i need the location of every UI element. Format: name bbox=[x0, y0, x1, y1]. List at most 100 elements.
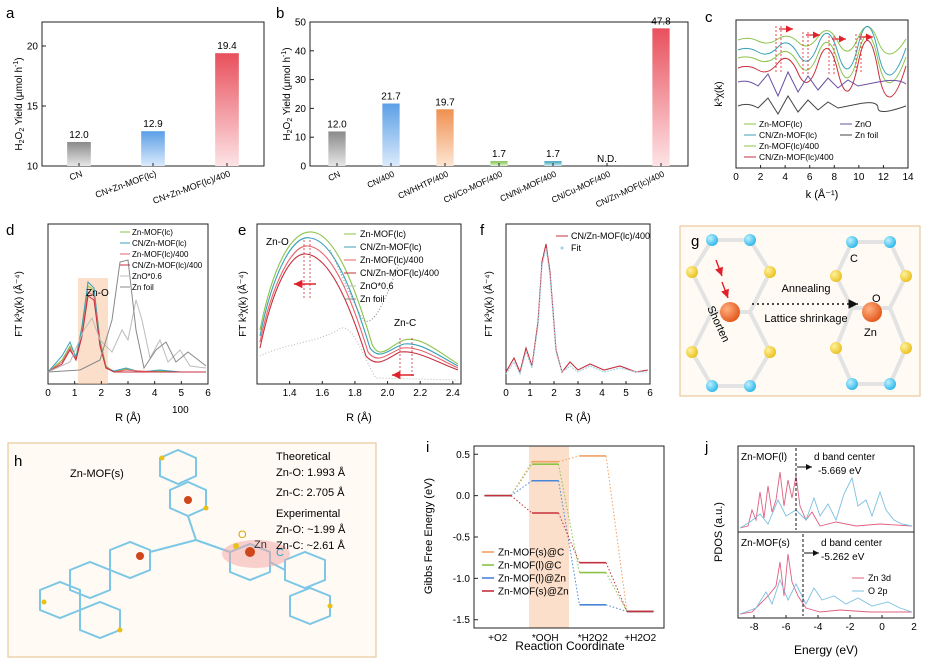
legend-c: Zn-MOF(lc) CN/Zn-MOF(lc) Zn-MOF(lc)/400 … bbox=[744, 119, 878, 162]
value-label: 1.7 bbox=[492, 149, 506, 160]
bar bbox=[67, 142, 91, 166]
ytick-label: 10 bbox=[27, 162, 39, 173]
atoms-left bbox=[686, 234, 776, 392]
curves-d bbox=[47, 259, 207, 373]
xtick-label: 5 bbox=[179, 388, 185, 399]
panel-label-c: c bbox=[705, 9, 713, 26]
legend-c-1: CN/Zn-MOF(lc) bbox=[759, 130, 817, 140]
panel-label-g: g bbox=[691, 233, 699, 250]
chart-a: 10 15 20 12.0 CN 12.9 CN+Zn-MOF(lc) 19.4 CN+Zn-M… bbox=[27, 21, 265, 206]
xtick-label: -6 bbox=[782, 622, 791, 633]
highlight-i bbox=[529, 446, 569, 628]
value-label: 19.4 bbox=[217, 41, 237, 52]
ticks-d: 0 1 2 3 4 5 6 bbox=[45, 381, 211, 399]
legend-c-2: Zn-MOF(lc)/400 bbox=[759, 141, 819, 151]
bar bbox=[141, 131, 165, 166]
bar bbox=[328, 131, 346, 166]
xtick-label: 2 bbox=[911, 622, 917, 633]
label-lattice: Lattice shrinkage bbox=[764, 313, 847, 325]
ytick-label: 0 bbox=[300, 162, 306, 173]
value-label: 19.7 bbox=[435, 97, 455, 108]
h-exp-zno: Zn-O: ~1.99 Å bbox=[276, 523, 346, 536]
legend-c-4: ZnO bbox=[855, 119, 872, 129]
axes-j-bottom bbox=[737, 531, 915, 619]
value-label: 12.9 bbox=[143, 119, 163, 130]
xtick-label: 6 bbox=[205, 388, 211, 399]
j-top-note2: -5.669 eV bbox=[818, 466, 862, 477]
energy-connector bbox=[605, 604, 628, 612]
h-title: Zn-MOF(s) bbox=[70, 468, 124, 480]
bar bbox=[652, 28, 670, 167]
xtick-label: 10 bbox=[853, 172, 865, 183]
legend-label: Zn-MOF(s)@C bbox=[498, 548, 564, 559]
axes-e bbox=[256, 223, 462, 385]
xlabel-j: Energy (eV) bbox=[794, 643, 858, 657]
panel-label-f: f bbox=[480, 222, 485, 239]
step-label: +O2 bbox=[488, 633, 508, 644]
bar bbox=[436, 109, 454, 166]
panel-f: f 0 1 2 3 4 5 6 R (Å) FT k³χ(k) (Å⁻⁴) CN/Zn-MO… bbox=[480, 222, 653, 424]
label-annealing: Annealing bbox=[782, 283, 831, 295]
ytick-label: -0.5 bbox=[453, 533, 471, 544]
curves-e bbox=[259, 231, 459, 381]
category-label: CN/Ni-MOF/400 bbox=[498, 169, 558, 204]
ylabel-f: FT k³χ(k) (Å⁻⁴) bbox=[482, 271, 495, 337]
panel-g: g Shorten Annealing bbox=[679, 225, 921, 397]
ytick-label: 20 bbox=[295, 104, 307, 115]
curves-f bbox=[505, 243, 649, 376]
legend-j-1: O 2p bbox=[868, 586, 888, 596]
category-label: CN+Zn-MOF(lc)/400 bbox=[151, 168, 231, 205]
category-label: CN bbox=[68, 168, 84, 182]
h-distances: Theoretical Zn-O: 1.993 Å Zn-C: 2.705 Å … bbox=[276, 451, 346, 552]
panel-label-a: a bbox=[6, 5, 15, 22]
ytick-label: -1.0 bbox=[453, 574, 471, 585]
panel-j: j Zn-MOF(l) d band center -5.669 eV Zn-M… bbox=[704, 439, 917, 657]
energy-connector bbox=[510, 480, 533, 497]
ytick-label: 40 bbox=[295, 46, 307, 57]
energy-connector bbox=[510, 495, 533, 514]
h-exp-znc: Zn-C: ~2.61 Å bbox=[276, 539, 345, 552]
xtick-label: 0 bbox=[45, 388, 51, 399]
axes-d bbox=[47, 223, 209, 385]
legend-j-0: Zn 3d bbox=[868, 573, 891, 583]
legend-e: Zn-MOF(lc) CN/Zn-MOF(lc) Zn-MOF(lc)/400 … bbox=[344, 229, 439, 304]
panel-label-b: b bbox=[276, 5, 284, 22]
legend-e-2: Zn-MOF(lc)/400 bbox=[360, 255, 424, 265]
xtick-label: 0 bbox=[503, 388, 509, 399]
curves-j-bottom bbox=[739, 553, 913, 615]
legend-e-5: Zn foil bbox=[360, 294, 385, 304]
xtick-label: 4 bbox=[152, 388, 158, 399]
h-theo-znc: Zn-C: 2.705 Å bbox=[276, 486, 345, 499]
panel-i: i 0.5 0.0 -0.5 -1.0 -1.5 +O2 *OOH *H2O2 +H2O2 Zn-… bbox=[423, 439, 665, 653]
xlabel-d: R (Å) bbox=[115, 411, 141, 424]
legend-j: Zn 3d O 2p bbox=[852, 573, 891, 596]
xlabel-e: R (Å) bbox=[346, 411, 372, 424]
extra-d: 100 bbox=[172, 405, 189, 416]
category-label: CN bbox=[326, 169, 341, 183]
xtick-label: 4 bbox=[599, 388, 605, 399]
category-label: CN+Zn-MOF(lc) bbox=[94, 168, 158, 199]
xtick-label: 0 bbox=[733, 172, 739, 183]
legend-f: CN/Zn-MOF(lc)/400 Fit bbox=[556, 231, 650, 253]
legend-label: Zn-MOF(l)@C bbox=[498, 561, 561, 572]
chart-b: 0102030405012.0CN21.7CN/40019.7CN/HHTP/4… bbox=[295, 16, 689, 209]
category-label: CN/400 bbox=[365, 169, 396, 190]
xtick-label: 1.8 bbox=[348, 388, 362, 399]
xtick-label: -4 bbox=[814, 622, 823, 633]
xlabel-c: k (Å⁻¹) bbox=[806, 188, 839, 201]
legend-d-2: Zn-MOF(lc)/400 bbox=[132, 250, 189, 259]
value-label: 12.0 bbox=[69, 130, 89, 141]
ytick-label: 30 bbox=[295, 75, 307, 86]
h-theo-head: Theoretical bbox=[276, 451, 330, 463]
energy-connector bbox=[605, 562, 628, 612]
energy-connector bbox=[605, 572, 628, 612]
ylabel-c: k³χ(k) bbox=[714, 81, 725, 106]
energy-connector bbox=[605, 455, 628, 612]
ylabel-a: H2O2 Yield (μmol h-1) bbox=[13, 57, 26, 150]
j-bottom-note1: d band center bbox=[821, 538, 883, 549]
xtick-label: 5 bbox=[623, 388, 629, 399]
panel-label-d: d bbox=[6, 222, 14, 239]
annot-d-zno: Zn-O bbox=[86, 288, 109, 299]
legend-c-0: Zn-MOF(lc) bbox=[759, 119, 803, 129]
arrows-c bbox=[779, 25, 873, 43]
